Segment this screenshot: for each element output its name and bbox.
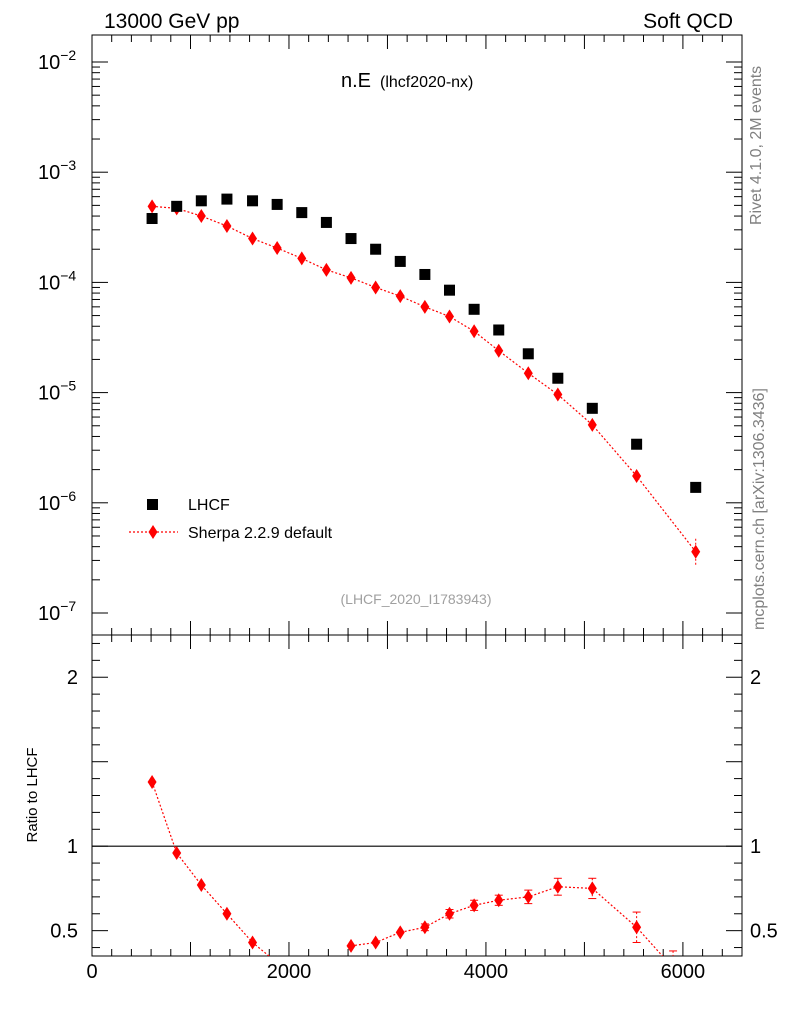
data-point <box>586 402 598 414</box>
data-point <box>444 284 455 296</box>
y-tick-label: 10−5 <box>38 378 76 405</box>
mc-point <box>445 309 454 324</box>
data-point <box>394 255 406 267</box>
mc-point <box>196 209 206 224</box>
y-tick-label: 10−2 <box>38 47 76 74</box>
data-point <box>631 438 643 450</box>
mc-point <box>395 289 405 304</box>
ratio-point <box>420 920 430 935</box>
mc-point <box>691 544 701 559</box>
ratio-line-a <box>151 781 270 956</box>
legend-data-marker <box>147 499 158 510</box>
mc-point <box>553 387 563 402</box>
legend-data-label: LHCF <box>188 497 230 514</box>
x-tick-labels: 0 2000 4000 6000 <box>86 961 705 983</box>
plot-title-sub: (lhcf2020-nx) <box>380 74 473 91</box>
ratio-point <box>469 898 479 913</box>
data-point <box>171 200 183 212</box>
mc-point <box>346 270 356 285</box>
ratio-point <box>222 906 232 921</box>
data-point <box>493 324 505 336</box>
ratio-point <box>276 955 278 956</box>
data-point <box>271 198 283 210</box>
ratio-point <box>346 938 356 953</box>
header-process-label: Soft QCD <box>643 10 733 33</box>
rivet-version-label: Rivet 4.1.0, 2M events <box>748 66 765 225</box>
ratio-point <box>553 879 563 894</box>
ratio-tick-label: 0.5 <box>50 921 78 943</box>
data-point <box>195 195 207 207</box>
y-tick-label: 10−4 <box>38 267 76 294</box>
data-point <box>345 233 357 245</box>
legend: LHCF Sherpa 2.2.9 default <box>129 497 333 542</box>
plot-title-main: n.E <box>341 70 371 92</box>
mcplots-reference-label: mcplots.cern.ch [arXiv:1306.3436] <box>751 388 768 630</box>
mc-series-main <box>147 199 701 565</box>
data-point <box>370 243 382 255</box>
mc-point <box>523 366 533 381</box>
ratio-point <box>147 774 157 789</box>
y-tick-label: 10−7 <box>38 598 76 625</box>
x-tick-label: 2000 <box>267 961 312 983</box>
ratio-point <box>395 925 405 940</box>
main-panel-frame <box>91 34 743 636</box>
y-tick-label: 10−6 <box>38 488 76 515</box>
ratio-point <box>632 920 642 935</box>
analysis-id-label: (LHCF_2020_I1783943) <box>341 591 492 607</box>
mc-point <box>587 417 597 432</box>
mc-point <box>469 324 479 339</box>
ratio-tick-label: 2 <box>67 667 78 689</box>
axis-ticks <box>91 35 743 956</box>
data-point <box>522 348 534 360</box>
y-tick-labels: 10−2 10−3 10−4 10−5 10−6 10−7 2 2 1 1 0.5 0.5 <box>38 47 778 943</box>
mc-point <box>321 262 331 277</box>
ratio-tick-label-right: 1 <box>750 836 761 858</box>
data-point <box>552 372 564 384</box>
mc-point <box>371 280 381 295</box>
mc-point <box>248 231 258 246</box>
y-tick-label: 10−3 <box>38 157 76 184</box>
mc-series-ratio <box>147 774 678 956</box>
ratio-panel-frame <box>91 634 743 957</box>
legend-mc-marker <box>148 525 158 539</box>
ratio-point <box>587 881 597 896</box>
ratio-tick-label: 1 <box>67 836 78 858</box>
legend-mc-label: Sherpa 2.2.9 default <box>188 525 333 542</box>
mc-line <box>152 205 697 553</box>
mc-point <box>272 241 282 256</box>
ratio-tick-label-right: 2 <box>750 667 761 689</box>
x-tick-label: 6000 <box>661 961 706 983</box>
ratio-line-b <box>350 886 664 956</box>
x-tick-label: 4000 <box>464 961 509 983</box>
header-energy-label: 13000 GeV pp <box>104 10 239 33</box>
ratio-point <box>172 845 182 860</box>
mc-point <box>222 218 232 233</box>
data-point <box>468 303 480 315</box>
data-point <box>320 216 332 228</box>
mc-point <box>494 343 504 358</box>
mc-point <box>297 251 307 266</box>
data-point <box>221 193 233 205</box>
data-point <box>690 481 702 493</box>
data-point <box>296 207 308 219</box>
ratio-point <box>494 893 504 908</box>
ratio-tick-label-right: 0.5 <box>750 921 778 943</box>
ratio-point <box>445 906 454 921</box>
ratio-point <box>196 878 206 893</box>
data-point <box>146 213 158 225</box>
mc-point <box>632 469 642 484</box>
ratio-point <box>371 935 381 950</box>
ratio-point <box>523 889 533 904</box>
ratio-point <box>248 935 258 950</box>
data-point <box>247 195 259 207</box>
x-tick-label: 0 <box>86 961 97 983</box>
mc-point <box>420 299 430 314</box>
ratio-axis-label: Ratio to LHCF <box>24 747 41 842</box>
data-point <box>419 268 431 280</box>
mc-point <box>147 199 157 214</box>
data-series-main <box>146 193 702 493</box>
